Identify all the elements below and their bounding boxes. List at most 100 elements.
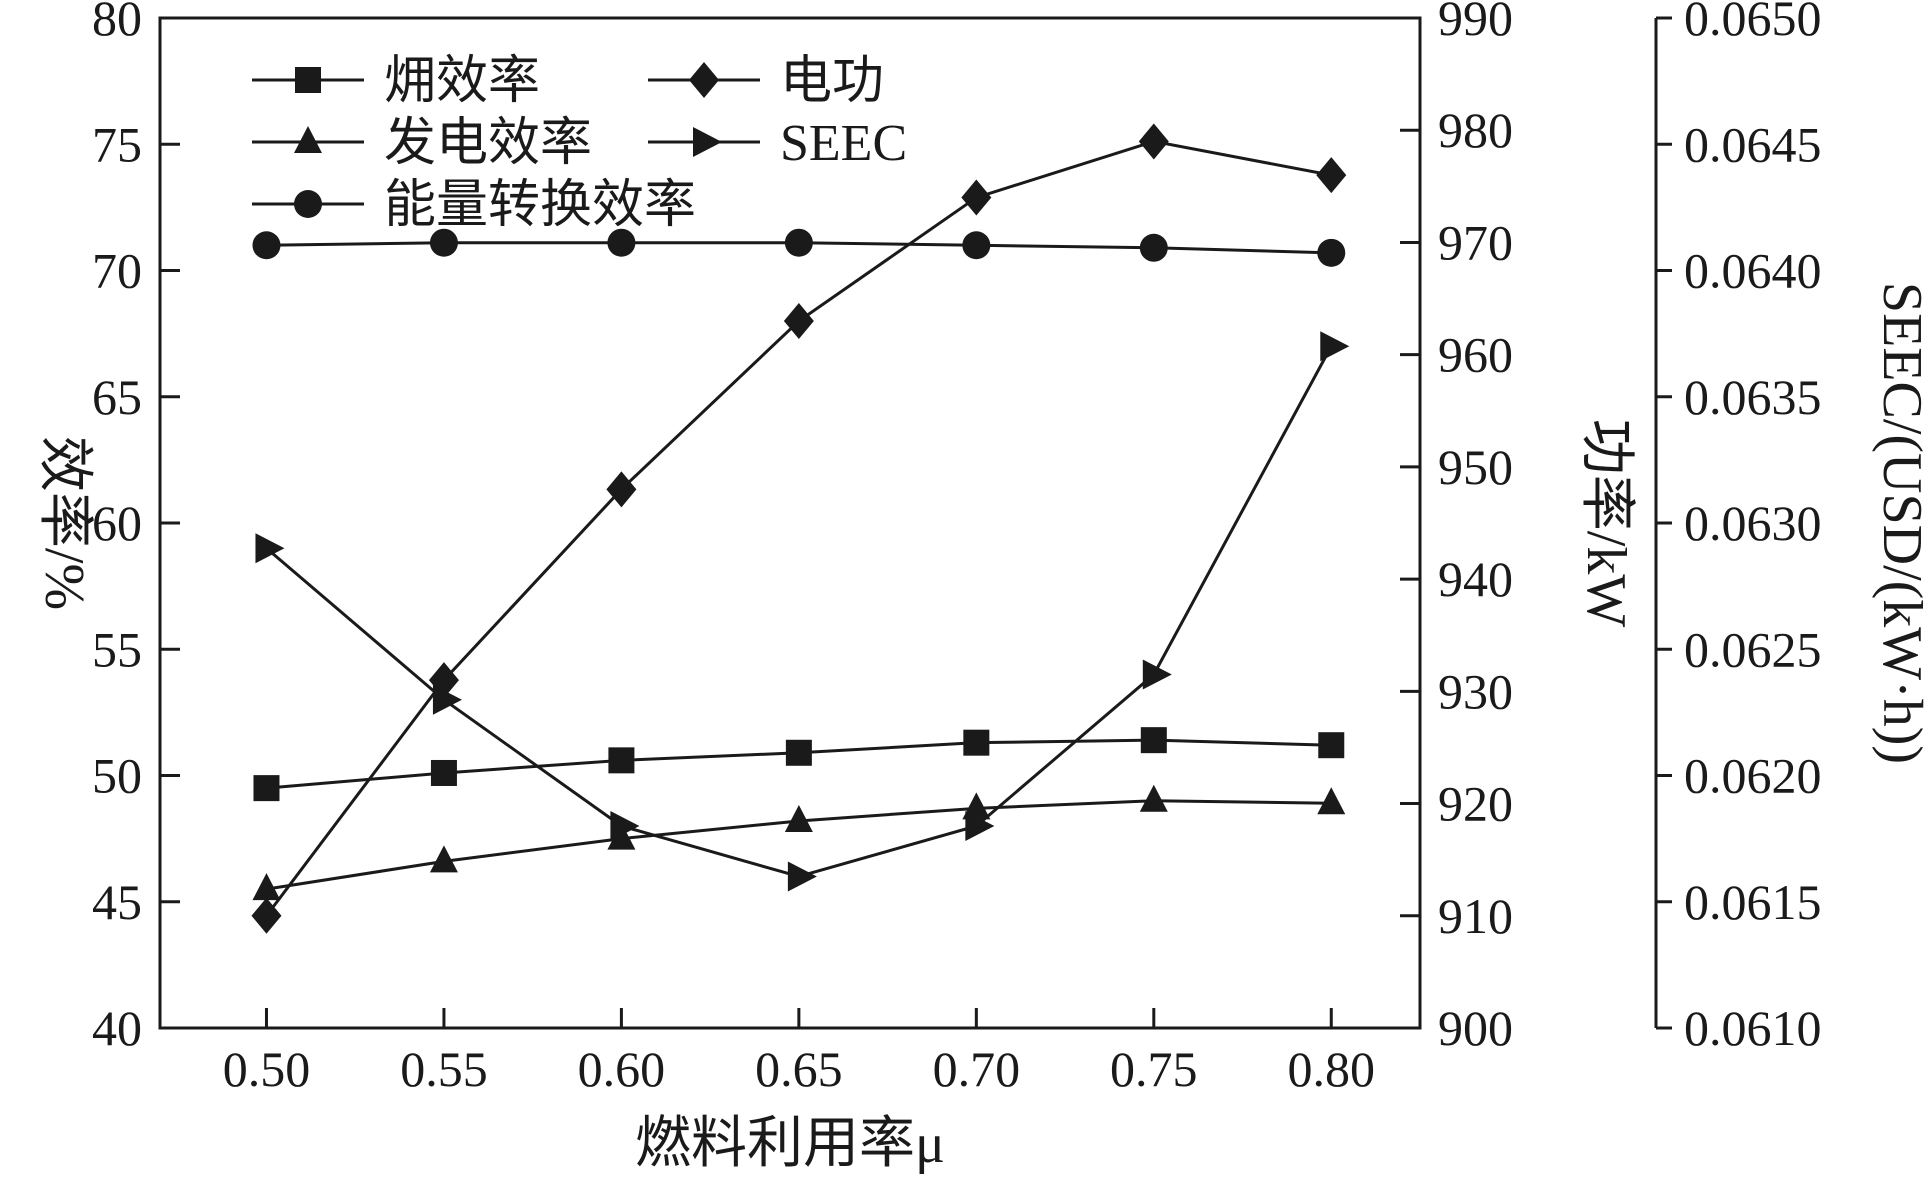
power-tick-label: 930 [1438, 663, 1513, 719]
triangle-up-marker [294, 126, 322, 153]
seec-tick-label: 0.0610 [1684, 1000, 1822, 1056]
power-tick-label: 920 [1438, 776, 1513, 832]
series-line-seec [265, 345, 1333, 879]
x-axis-title: 燃料利用率μ [635, 1113, 945, 1175]
seec-tick-label: 0.0635 [1684, 369, 1822, 425]
legend-label: 发电效率 [384, 115, 592, 172]
square-marker [1140, 727, 1167, 754]
diamond-marker [251, 897, 282, 934]
circle-marker [252, 231, 281, 260]
legend-label: 电功 [780, 53, 884, 110]
seec-tick-label: 0.0615 [1684, 874, 1822, 930]
circle-marker [962, 231, 991, 260]
triangle-up-marker [1139, 784, 1168, 812]
triangle-right-marker [1320, 331, 1350, 362]
diamond-marker [1316, 157, 1347, 194]
circle-marker [784, 228, 813, 257]
legend-label: 能量转换效率 [384, 177, 696, 234]
triangle-up-marker [252, 873, 281, 901]
power-tick-label: 980 [1438, 102, 1513, 158]
x-tick-label: 0.60 [578, 1041, 666, 1097]
efficiency-tick-label: 50 [92, 748, 142, 804]
triangle-right-marker [432, 684, 462, 715]
power-tick-label: 990 [1438, 0, 1513, 46]
x-tick-label: 0.80 [1288, 1041, 1376, 1097]
legend-label: SEEC [780, 115, 907, 172]
square-marker [1318, 732, 1345, 759]
seec-tick-label: 0.0625 [1684, 621, 1822, 677]
square-marker [295, 67, 321, 93]
seec-tick-label: 0.0645 [1684, 116, 1822, 172]
efficiency-tick-label: 65 [92, 369, 142, 425]
x-tick-label: 0.50 [223, 1041, 311, 1097]
circle-marker [1139, 233, 1168, 262]
y-axis-efficiency: 40 45 50 55 60 65 70 75 80 效率/% [33, 0, 180, 1056]
y-axis-seec: 0.0610 0.0615 0.0620 0.0625 0.0630 0.0635 0.06… [1654, 0, 1932, 1056]
efficiency-tick-label: 75 [92, 116, 142, 172]
efficiency-tick-label: 45 [92, 874, 142, 930]
triangle-up-marker [784, 804, 813, 832]
series-generation-efficiency [252, 784, 1346, 901]
efficiency-tick-label: 55 [92, 621, 142, 677]
x-tick-label: 0.75 [1110, 1041, 1198, 1097]
triangle-up-marker [607, 822, 636, 850]
series-energy-conversion-efficiency [252, 228, 1346, 267]
power-tick-label: 950 [1438, 439, 1513, 495]
power-tick-label: 910 [1438, 888, 1513, 944]
square-marker [430, 759, 457, 786]
power-tick-label: 900 [1438, 1000, 1513, 1056]
legend-item-generation-efficiency: 发电效率 [252, 115, 592, 172]
circle-marker [607, 228, 636, 257]
triangle-up-marker [1317, 787, 1346, 815]
y-axis-title-efficiency: 效率/% [33, 436, 95, 610]
legend-item-exergy-efficiency: 㶲效率 [252, 53, 540, 110]
square-marker [963, 729, 990, 756]
diamond-marker [1138, 123, 1169, 160]
triangle-right-marker [1142, 659, 1172, 690]
seec-tick-label: 0.0620 [1684, 748, 1822, 804]
circle-marker [429, 228, 458, 257]
triangle-right-marker [610, 811, 640, 841]
square-marker [253, 775, 280, 802]
efficiency-tick-label: 40 [92, 1000, 142, 1056]
circle-marker [1317, 238, 1346, 267]
y-axis-title-power: 功率/kW [1575, 419, 1637, 628]
efficiency-tick-label: 60 [92, 495, 142, 551]
power-tick-label: 970 [1438, 214, 1513, 270]
power-tick-label: 960 [1438, 327, 1513, 383]
power-tick-label: 940 [1438, 551, 1513, 607]
legend-label: 㶲效率 [384, 53, 540, 110]
x-tick-label: 0.55 [400, 1041, 488, 1097]
triangle-up-marker [429, 845, 458, 873]
triangle-right-marker [255, 533, 285, 564]
triangle-right-marker [965, 811, 995, 841]
seec-tick-label: 0.0630 [1684, 495, 1822, 551]
legend-item-electric-power: 电功 [648, 53, 884, 110]
square-marker [608, 747, 635, 774]
triangle-up-marker [962, 792, 991, 820]
x-axis: 0.50 0.55 0.60 0.65 0.70 0.75 0.80 燃料利用率μ [223, 1008, 1375, 1175]
y-axis-power: 900 910 920 930 940 950 960 970 980 990 功率/kW [1400, 0, 1637, 1056]
diamond-marker [783, 303, 814, 339]
series-electric-power [251, 123, 1347, 934]
triangle-right-marker [787, 861, 817, 892]
seec-tick-label: 0.0640 [1684, 243, 1822, 299]
diamond-marker [689, 62, 719, 98]
efficiency-tick-label: 70 [92, 243, 142, 299]
diamond-marker [961, 179, 992, 216]
square-marker [785, 739, 812, 766]
legend-item-energy-conversion-efficiency: 能量转换效率 [252, 177, 696, 234]
legend-item-seec: SEEC [648, 115, 907, 172]
series-exergy-efficiency [253, 727, 1345, 802]
x-tick-label: 0.70 [933, 1041, 1021, 1097]
circle-marker [294, 190, 322, 218]
seec-tick-label: 0.0650 [1684, 0, 1822, 46]
triangle-right-marker [693, 127, 722, 157]
y-axis-title-seec: SEEC/(USD/(kW·h)) [1871, 282, 1932, 764]
diamond-marker [606, 471, 637, 508]
series-seec [255, 331, 1350, 892]
x-tick-label: 0.65 [755, 1041, 843, 1097]
